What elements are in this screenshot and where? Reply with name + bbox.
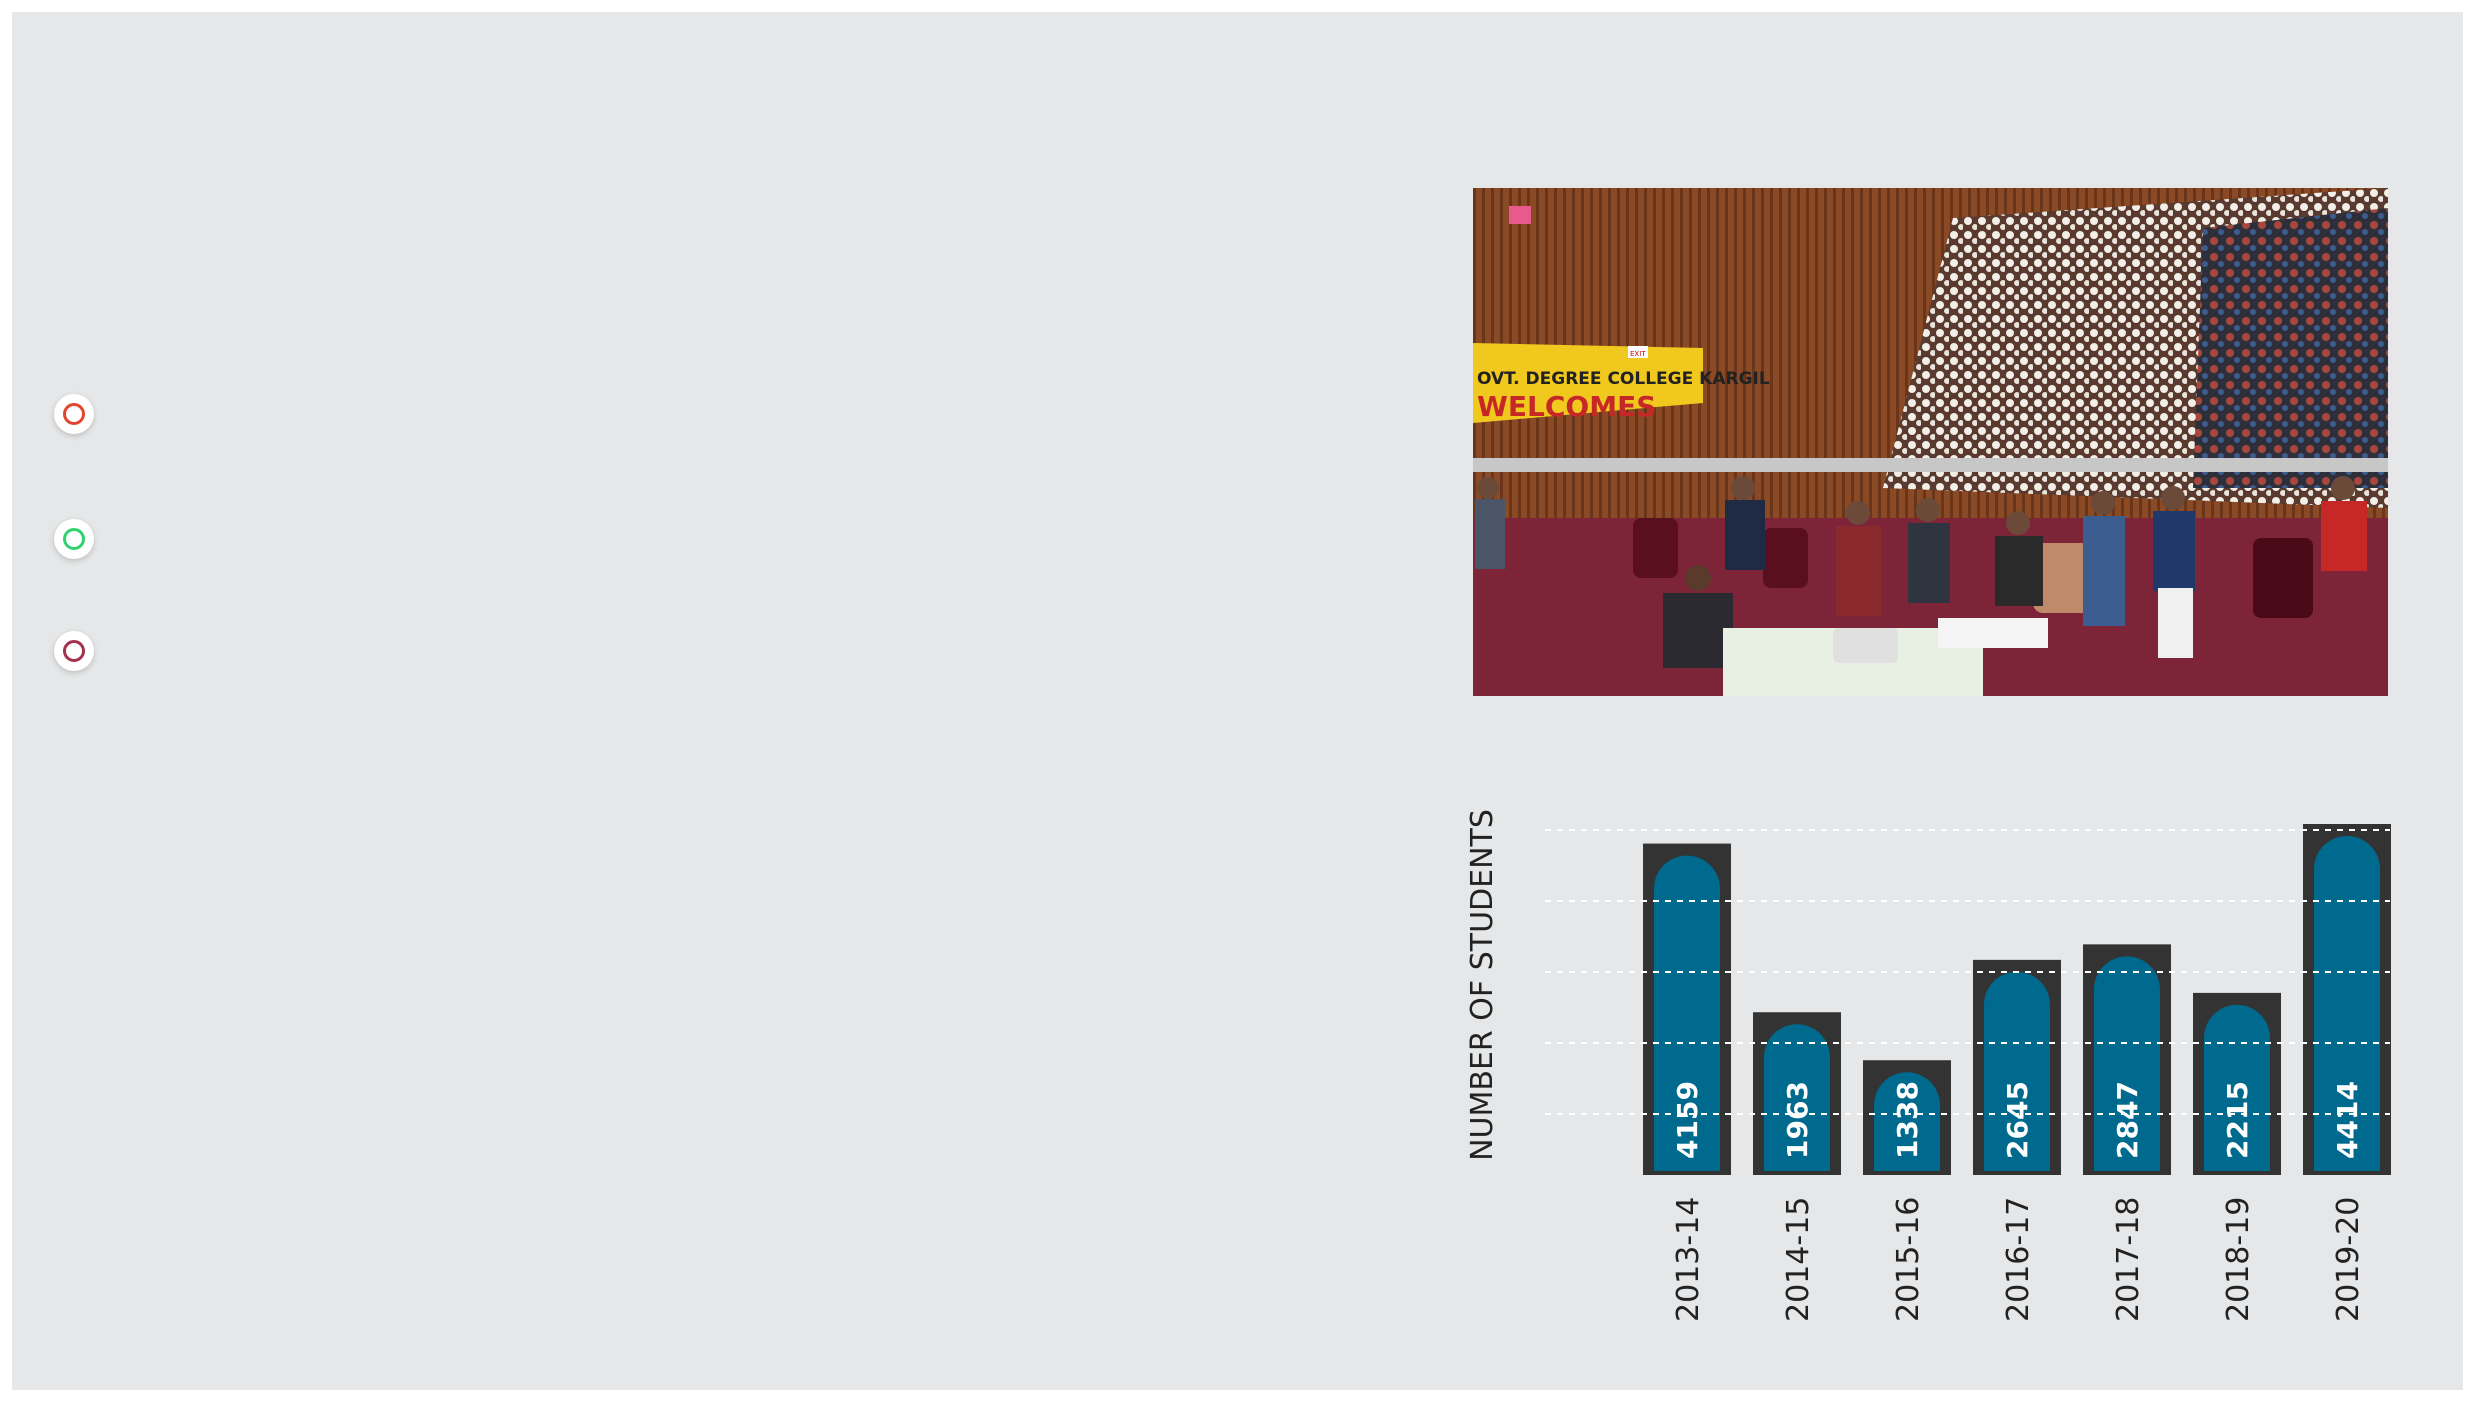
ring-icon [63,403,85,425]
bar-2019-20 [2314,836,2380,1171]
ring-icon [63,528,85,550]
value-label-2018-19: 2215 [2221,1081,2254,1159]
bar-2014-15 [1764,1024,1830,1171]
bullet-orange-icon [54,394,94,434]
value-label-2019-20: 4414 [2331,1081,2364,1159]
side-table [1938,618,2048,648]
value-label-2014-15: 1963 [1781,1081,1814,1159]
auditorium-photo: OVT. DEGREE COLLEGE KARGIL WELCOMES EXIT [1473,188,2388,696]
banner-text-line1: OVT. DEGREE COLLEGE KARGIL [1477,369,1770,389]
balcony-rail [1473,458,2388,472]
bar-2015-16 [1874,1072,1940,1171]
category-label-2017-18: 2017-18 [2111,1197,2146,1322]
ring-icon [63,640,85,662]
banner-text-line2: WELCOMES [1477,390,1656,423]
bullet-green-icon [54,519,94,559]
category-label-2018-19: 2018-19 [2221,1197,2256,1322]
value-label-2015-16: 1338 [1891,1081,1924,1159]
bullet-maroon-icon [54,631,94,671]
welcome-banner [1473,343,1703,423]
value-label-2017-18: 2847 [2111,1081,2144,1159]
value-label-2016-17: 2645 [2001,1081,2034,1159]
category-label-2014-15: 2014-15 [1781,1197,1816,1322]
audience-right [2193,208,2388,488]
bar-2017-18 [2094,956,2160,1171]
category-label-2019-20: 2019-20 [2331,1197,2366,1322]
y-axis-label: NUMBER OF STUDENTS [1465,809,1500,1161]
value-label-2013-14: 4159 [1671,1081,1704,1159]
bar-layer [1643,824,2391,1175]
wall-sign [1509,206,1531,224]
value-label-layer: 4159 1963 1338 2645 2847 2215 4414 [1671,1081,2364,1159]
gridline-layer [1545,829,2390,1115]
category-label-2016-17: 2016-17 [2001,1197,2036,1322]
exit-sign [1628,346,1648,358]
bar-2018-19 [2204,1004,2270,1171]
category-label-2015-16: 2015-16 [1891,1197,1926,1322]
front-row-people [1475,476,2367,668]
projector [1833,628,1898,663]
exit-sign-text: EXIT [1630,350,1646,358]
category-label-layer: 2013-14 2014-15 2015-16 2016-17 2017-18 2018-… [1671,1197,2366,1322]
bar-2013-14 [1654,855,1720,1171]
category-label-2013-14: 2013-14 [1671,1197,1706,1322]
bar-2016-17 [1984,971,2050,1171]
